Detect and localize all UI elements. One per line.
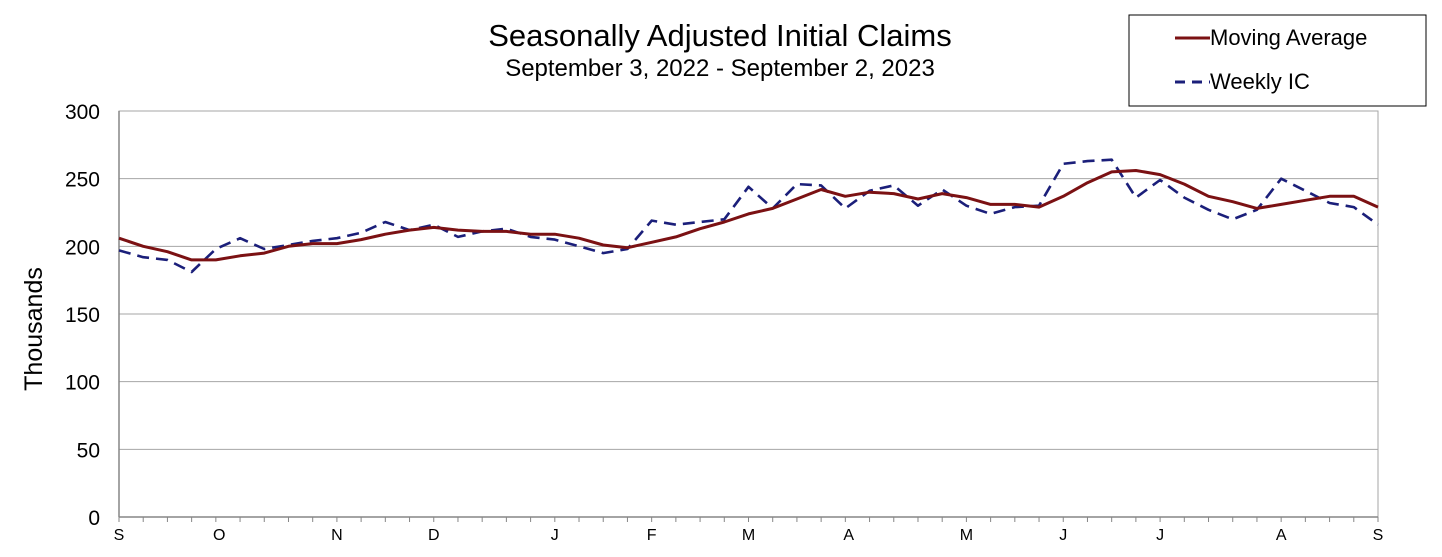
gridlines — [119, 110, 1378, 450]
x-tick-label: N — [331, 527, 343, 544]
x-tick-label: J — [551, 527, 559, 544]
legend-label-weekly-ic: Weekly IC — [1210, 69, 1310, 94]
x-tick-label: S — [114, 527, 125, 544]
y-tick-label: 100 — [65, 372, 100, 395]
x-tick-label: A — [843, 527, 854, 544]
y-tick-label: 200 — [65, 236, 100, 259]
x-tick-label: S — [1373, 527, 1384, 544]
legend-box — [1128, 14, 1427, 107]
x-tick-label: D — [428, 527, 440, 544]
x-tick-label: F — [647, 527, 657, 544]
axes — [118, 110, 1379, 522]
y-tick-labels: 0 50 100 150 200 250 300 — [65, 101, 100, 530]
chart-subtitle: September 3, 2022 - September 2, 2023 — [505, 55, 935, 82]
legend-label-moving-average: Moving Average — [1210, 25, 1367, 50]
y-tick-label: 50 — [77, 439, 100, 462]
y-axis-label: Thousands — [20, 267, 48, 391]
x-tick-label: A — [1276, 527, 1287, 544]
y-tick-label: 0 — [88, 507, 100, 530]
y-tick-label: 300 — [65, 101, 100, 124]
x-tick-label: J — [1156, 527, 1164, 544]
chart-title: Seasonally Adjusted Initial Claims — [488, 18, 952, 53]
legend: Moving Average Weekly IC — [1128, 14, 1427, 107]
series-line-weekly-ic — [118, 158, 1379, 274]
x-tick-label: M — [960, 527, 973, 544]
x-tick-label: J — [1059, 527, 1067, 544]
x-tick-label: M — [742, 527, 755, 544]
y-tick-label: 250 — [65, 169, 100, 192]
series-line-moving-average — [118, 169, 1379, 262]
y-tick-label: 150 — [65, 304, 100, 327]
x-tick-label: O — [213, 527, 225, 544]
plot-series — [118, 158, 1379, 274]
